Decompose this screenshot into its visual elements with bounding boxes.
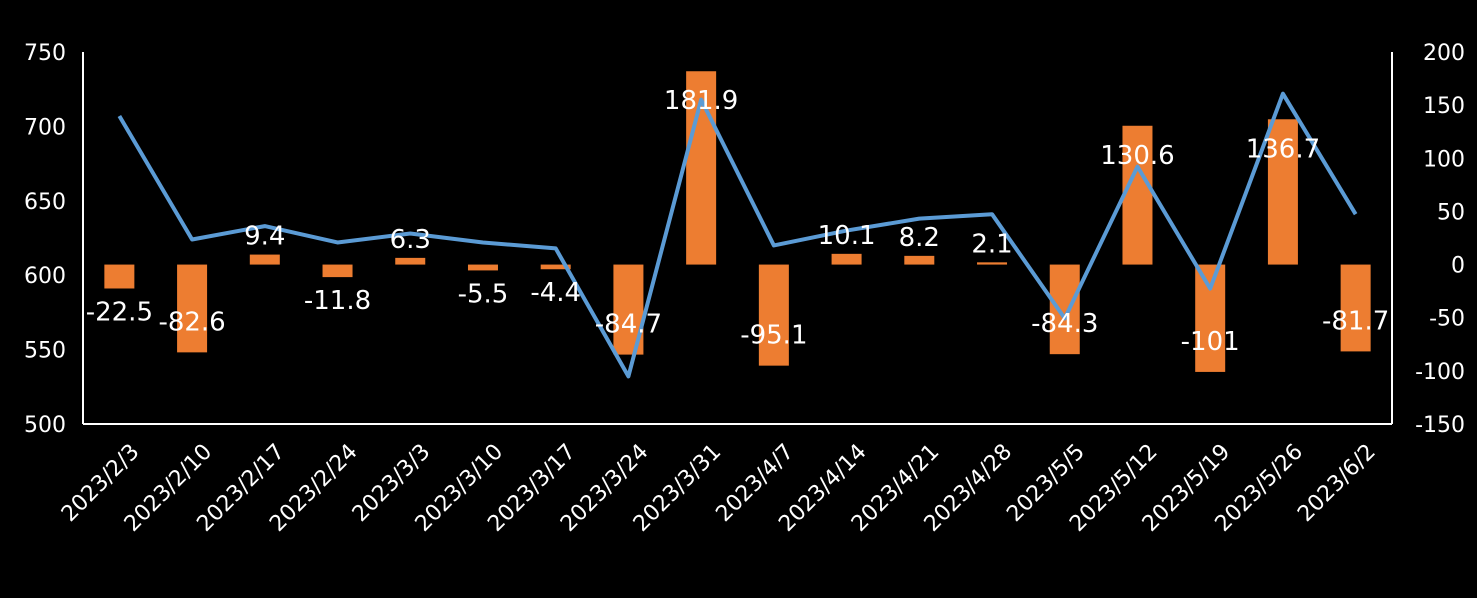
- x-tick-label: 2023/6/2: [1293, 439, 1381, 527]
- right-tick-label: -150: [1415, 413, 1465, 438]
- right-tick-label: 150: [1423, 94, 1465, 119]
- left-tick-label: 550: [24, 339, 66, 364]
- bar: [540, 264, 571, 270]
- bar: [104, 264, 135, 289]
- bar: [904, 255, 935, 265]
- data-label: -82.6: [158, 307, 225, 337]
- left-tick-label: 750: [24, 41, 66, 66]
- bar: [467, 264, 498, 271]
- data-label: 2.1: [971, 229, 1012, 259]
- data-label: -81.7: [1322, 306, 1389, 336]
- left-tick-label: 700: [24, 115, 66, 140]
- bar: [1340, 264, 1371, 352]
- bar: [322, 264, 353, 278]
- right-tick-label: 50: [1437, 200, 1465, 225]
- data-label: -22.5: [86, 297, 153, 327]
- data-label: 130.6: [1100, 141, 1174, 171]
- left-tick-label: 600: [24, 264, 66, 289]
- bar: [1049, 264, 1080, 355]
- data-label: 10.1: [818, 221, 876, 251]
- data-label: 181.9: [664, 86, 738, 116]
- bar: [1267, 119, 1298, 265]
- left-tick-label: 500: [24, 413, 66, 438]
- bar: [977, 262, 1008, 265]
- data-label: -101: [1181, 327, 1240, 357]
- right-tick-label: -50: [1429, 307, 1465, 332]
- bar: [1122, 125, 1153, 265]
- data-label: 136.7: [1246, 134, 1320, 164]
- data-label: 8.2: [899, 223, 940, 253]
- bar: [249, 254, 280, 265]
- data-label: -84.3: [1031, 309, 1098, 339]
- bar: [177, 264, 208, 353]
- data-label: -95.1: [740, 321, 807, 351]
- bar: [395, 257, 426, 265]
- data-label: -4.4: [530, 278, 581, 308]
- right-tick-label: 0: [1451, 254, 1465, 279]
- right-tick-label: 100: [1423, 147, 1465, 172]
- data-label: -11.8: [304, 286, 371, 316]
- bar: [758, 264, 789, 366]
- bar: [1195, 264, 1226, 372]
- right-tick-label: -100: [1415, 360, 1465, 385]
- data-label: 6.3: [390, 225, 431, 255]
- data-label: -84.7: [595, 310, 662, 340]
- left-tick-label: 650: [24, 190, 66, 215]
- right-tick-label: 200: [1423, 41, 1465, 66]
- data-label: -5.5: [458, 279, 509, 309]
- bar: [831, 253, 862, 265]
- data-label: 9.4: [244, 222, 285, 252]
- line-series: [117, 91, 1358, 379]
